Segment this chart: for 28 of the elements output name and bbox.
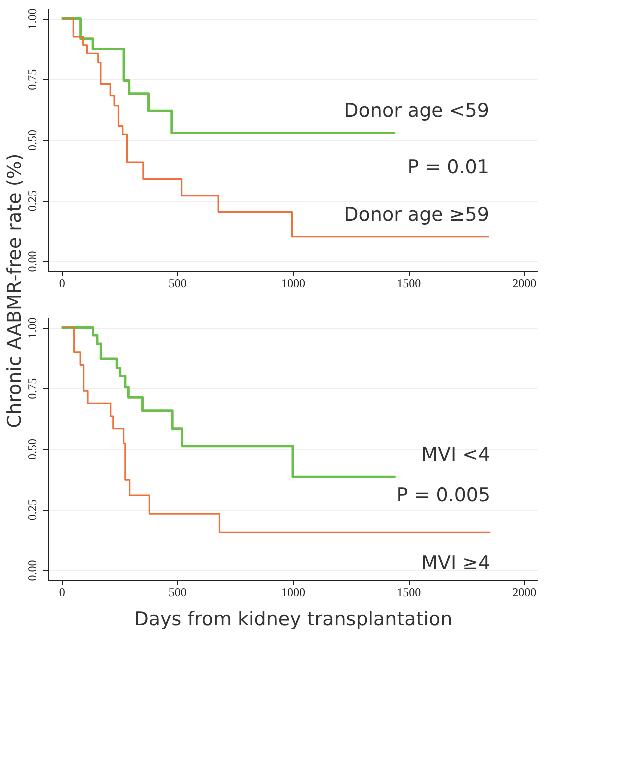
- y-tick-label: 0.25: [26, 500, 40, 521]
- y-tick-label: 0.75: [26, 378, 40, 400]
- x-tick-label: 500: [168, 276, 187, 290]
- x-tick-label: 0: [59, 276, 66, 290]
- x-tick-label: 2000: [512, 586, 537, 600]
- series-label: MVI <4: [422, 444, 491, 466]
- x-tick-label: 2000: [512, 276, 537, 290]
- series-label: Donor age ≥59: [344, 204, 490, 226]
- y-axis-title: Chronic AABMR-free rate (%): [4, 154, 26, 428]
- x-tick-label: 0: [59, 586, 66, 600]
- x-tick-label: 1500: [397, 276, 422, 290]
- y-tick-label: 0.00: [26, 560, 40, 582]
- y-tick-label: 0.50: [26, 439, 40, 460]
- annotation: P = 0.01: [408, 156, 490, 179]
- series-label: MVI ≥4: [422, 552, 491, 575]
- y-tick-label: 1.00: [26, 318, 40, 339]
- x-tick-label: 1000: [282, 276, 306, 290]
- y-tick-label: 0.00: [26, 251, 40, 272]
- x-tick-label: 500: [168, 586, 187, 600]
- x-axis-title: Days from kidney transplantation: [134, 608, 453, 630]
- x-tick-label: 1000: [282, 586, 306, 600]
- y-tick-label: 0.25: [26, 190, 40, 212]
- x-tick-label: 1500: [397, 586, 422, 600]
- y-tick-label: 1.00: [26, 8, 40, 30]
- series-label: Donor age <59: [344, 100, 490, 122]
- y-tick-label: 0.50: [26, 130, 40, 151]
- annotation: P = 0.005: [396, 484, 491, 507]
- y-tick-label: 0.75: [26, 69, 40, 90]
